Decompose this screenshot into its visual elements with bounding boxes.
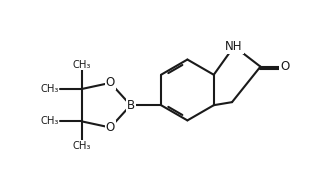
Text: O: O <box>280 60 289 73</box>
Text: O: O <box>106 76 115 89</box>
Text: O: O <box>106 121 115 134</box>
Text: CH₃: CH₃ <box>73 141 91 151</box>
Text: CH₃: CH₃ <box>40 116 59 126</box>
Text: CH₃: CH₃ <box>40 84 59 94</box>
Text: NH: NH <box>225 40 243 53</box>
Text: B: B <box>127 99 135 112</box>
Text: CH₃: CH₃ <box>73 60 91 70</box>
